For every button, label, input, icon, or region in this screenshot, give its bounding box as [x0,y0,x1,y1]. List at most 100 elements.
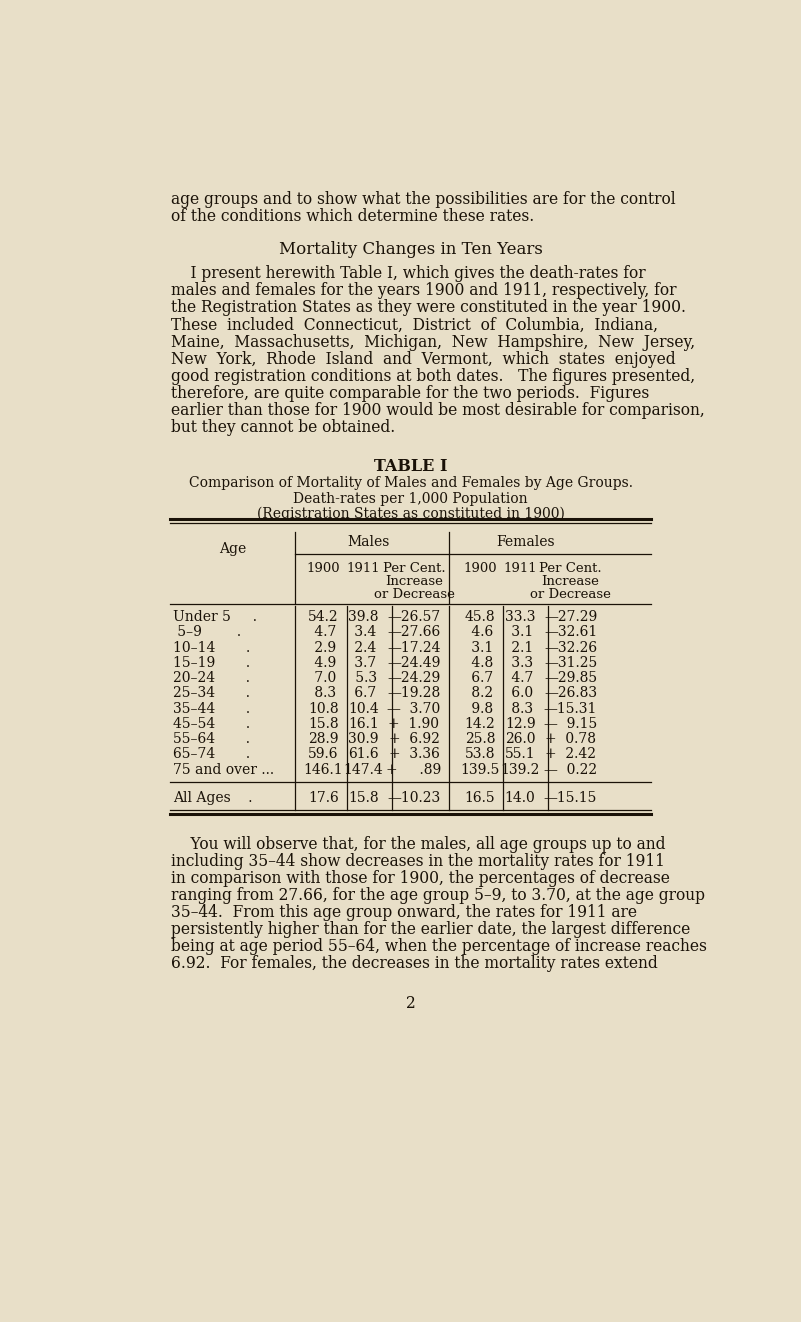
Text: 4.8: 4.8 [467,656,493,670]
Text: 6.0: 6.0 [507,686,533,701]
Text: or Decrease: or Decrease [530,587,611,600]
Text: 26.0: 26.0 [505,732,535,746]
Text: —27.66: —27.66 [388,625,441,640]
Text: Increase: Increase [541,575,599,587]
Text: 33.3: 33.3 [505,611,535,624]
Text: 35–44       .: 35–44 . [173,702,250,715]
Text: 54.2: 54.2 [308,611,339,624]
Text: 4.7: 4.7 [507,672,533,685]
Text: 1911: 1911 [347,562,380,575]
Text: 10–14       .: 10–14 . [173,641,250,654]
Text: 53.8: 53.8 [465,747,495,761]
Text: 15.8: 15.8 [348,791,379,805]
Text: Increase: Increase [385,575,443,587]
Text: 1900: 1900 [307,562,340,575]
Text: 1900: 1900 [463,562,497,575]
Text: —32.26: —32.26 [544,641,597,654]
Text: being at age period 55–64, when the percentage of increase reaches: being at age period 55–64, when the perc… [171,939,707,956]
Text: Males: Males [348,535,390,550]
Text: ranging from 27.66, for the age group 5–9, to 3.70, at the age group: ranging from 27.66, for the age group 5–… [171,887,706,904]
Text: 45.8: 45.8 [465,611,495,624]
Text: 3.3: 3.3 [507,656,533,670]
Text: 4.6: 4.6 [467,625,493,640]
Text: —24.29: —24.29 [388,672,441,685]
Text: 5–9        .: 5–9 . [173,625,241,640]
Text: 8.3: 8.3 [310,686,336,701]
Text: —17.24: —17.24 [387,641,441,654]
Text: Under 5     .: Under 5 . [173,611,257,624]
Text: 35–44.  From this age group onward, the rates for 1911 are: 35–44. From this age group onward, the r… [171,904,638,921]
Text: Maine,  Massachusetts,  Michigan,  New  Hampshire,  New  Jersey,: Maine, Massachusetts, Michigan, New Hamp… [171,333,695,350]
Text: 3.1: 3.1 [507,625,533,640]
Text: 146.1: 146.1 [304,763,343,776]
Text: +  3.36: + 3.36 [388,747,440,761]
Text: 25–34       .: 25–34 . [173,686,250,701]
Text: New  York,  Rhode  Island  and  Vermont,  which  states  enjoyed: New York, Rhode Island and Vermont, whic… [171,350,676,368]
Text: 4.7: 4.7 [310,625,336,640]
Text: —27.29: —27.29 [544,611,598,624]
Text: —26.57: —26.57 [388,611,441,624]
Text: 2: 2 [405,995,416,1013]
Text: +  6.92: + 6.92 [388,732,440,746]
Text: —19.28: —19.28 [388,686,441,701]
Text: the Registration States as they were constituted in the year 1900.: the Registration States as they were con… [171,299,686,316]
Text: 7.0: 7.0 [310,672,336,685]
Text: 28.9: 28.9 [308,732,339,746]
Text: These  included  Connecticut,  District  of  Columbia,  Indiana,: These included Connecticut, District of … [171,316,658,333]
Text: 6.92.  For females, the decreases in the mortality rates extend: 6.92. For females, the decreases in the … [171,956,658,972]
Text: 3.1: 3.1 [467,641,493,654]
Text: Females: Females [496,535,554,550]
Text: age groups and to show what the possibilities are for the control: age groups and to show what the possibil… [171,190,676,208]
Text: 55.1: 55.1 [505,747,536,761]
Text: males and females for the years 1900 and 1911, respectively, for: males and females for the years 1900 and… [171,283,677,299]
Text: +     .89: + .89 [386,763,441,776]
Text: —  0.22: — 0.22 [544,763,597,776]
Text: or Decrease: or Decrease [373,587,454,600]
Text: 59.6: 59.6 [308,747,339,761]
Text: 147.4: 147.4 [344,763,384,776]
Text: —  3.70: — 3.70 [388,702,441,715]
Text: 55–64       .: 55–64 . [173,732,250,746]
Text: 30.9: 30.9 [348,732,379,746]
Text: therefore, are quite comparable for the two periods.  Figures: therefore, are quite comparable for the … [171,385,650,402]
Text: earlier than those for 1900 would be most desirable for comparison,: earlier than those for 1900 would be mos… [171,402,705,419]
Text: persistently higher than for the earlier date, the largest difference: persistently higher than for the earlier… [171,921,690,939]
Text: 45–54       .: 45–54 . [173,717,250,731]
Text: I present herewith Table I, which gives the death-rates for: I present herewith Table I, which gives … [171,266,646,282]
Text: 25.8: 25.8 [465,732,495,746]
Text: 39.8: 39.8 [348,611,379,624]
Text: 3.7: 3.7 [351,656,376,670]
Text: +  1.90: + 1.90 [388,717,440,731]
Text: —10.23: —10.23 [388,791,441,805]
Text: Death-rates per 1,000 Population: Death-rates per 1,000 Population [293,492,528,505]
Text: —15.15: —15.15 [544,791,598,805]
Text: 6.7: 6.7 [467,672,493,685]
Text: 75 and over ...: 75 and over ... [173,763,274,776]
Text: 8.3: 8.3 [507,702,533,715]
Text: —32.61: —32.61 [544,625,598,640]
Text: —24.49: —24.49 [388,656,441,670]
Text: 2.4: 2.4 [351,641,376,654]
Text: Per Cent.: Per Cent. [383,562,445,575]
Text: —31.25: —31.25 [544,656,598,670]
Text: 14.2: 14.2 [465,717,495,731]
Text: Comparison of Mortality of Males and Females by Age Groups.: Comparison of Mortality of Males and Fem… [188,476,633,490]
Text: including 35–44 show decreases in the mortality rates for 1911: including 35–44 show decreases in the mo… [171,853,666,870]
Text: Per Cent.: Per Cent. [539,562,602,575]
Text: 8.2: 8.2 [467,686,493,701]
Text: 15.8: 15.8 [308,717,339,731]
Text: 3.4: 3.4 [351,625,376,640]
Text: 65–74       .: 65–74 . [173,747,250,761]
Text: —15.31: —15.31 [544,702,598,715]
Text: 6.7: 6.7 [351,686,376,701]
Text: 2.1: 2.1 [507,641,533,654]
Text: 61.6: 61.6 [348,747,379,761]
Text: 17.6: 17.6 [308,791,339,805]
Text: +  2.42: + 2.42 [545,747,596,761]
Text: in comparison with those for 1900, the percentages of decrease: in comparison with those for 1900, the p… [171,870,670,887]
Text: —29.85: —29.85 [544,672,597,685]
Text: 15–19       .: 15–19 . [173,656,250,670]
Text: Age: Age [219,542,246,557]
Text: 16.1: 16.1 [348,717,379,731]
Text: 10.4: 10.4 [348,702,379,715]
